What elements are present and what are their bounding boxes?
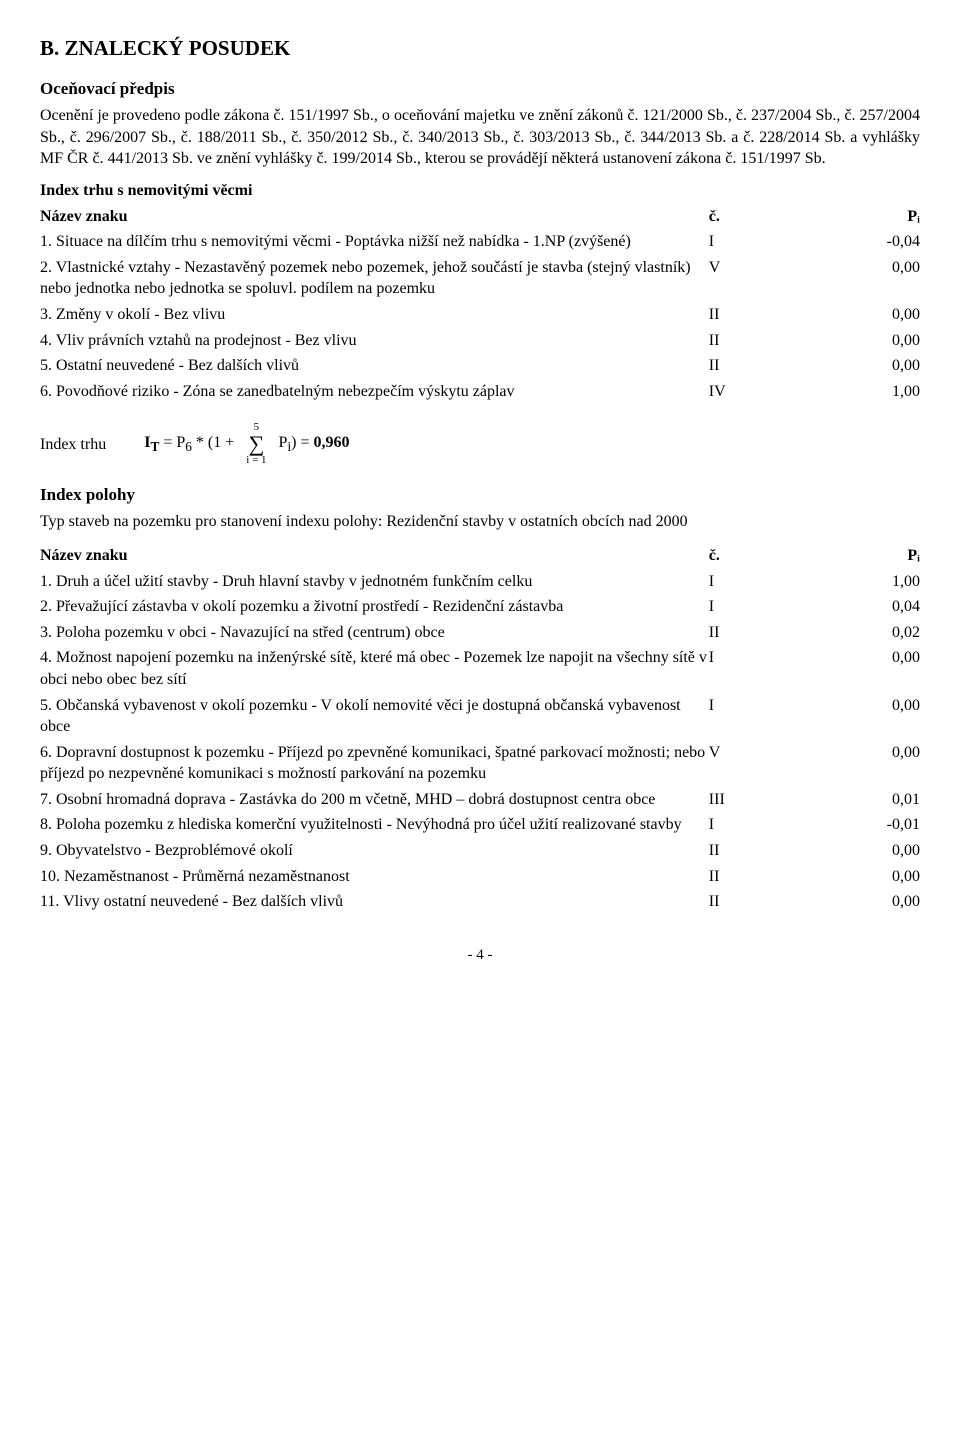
cell-p: 0,01 [797,787,920,813]
table-row: 3. Poloha pozemku v obci - Navazující na… [40,620,920,646]
formula-sub: T [150,440,159,455]
cell-c: IV [709,379,797,405]
cell-text: 7. Osobní hromadná doprava - Zastávka do… [40,787,709,813]
sigma-glyph: ∑ [249,433,265,455]
cell-text: 6. Dopravní dostupnost k pozemku - Příje… [40,740,709,787]
cell-p: 0,00 [797,353,920,379]
cell-c: II [709,328,797,354]
table-row: 4. Možnost napojení pozemku na inženýrsk… [40,645,920,692]
col-p: Pᵢ [797,204,920,230]
cell-text: 4. Vliv právních vztahů na prodejnost - … [40,328,709,354]
cell-text: 10. Nezaměstnanost - Průměrná nezaměstna… [40,864,709,890]
page-number: - 4 - [40,945,920,965]
table-row: 7. Osobní hromadná doprava - Zastávka do… [40,787,920,813]
cell-c: II [709,889,797,915]
cell-p: 0,02 [797,620,920,646]
table-row: 9. Obyvatelstvo - Bezproblémové okolí II… [40,838,920,864]
table-index-trhu: Název znaku č. Pᵢ 1. Situace na dílčím t… [40,204,920,405]
table-index-polohy: Název znaku č. Pᵢ 1. Druh a účel užití s… [40,543,920,915]
formula-result: 0,960 [314,434,350,451]
cell-p: 0,00 [797,328,920,354]
cell-c: I [709,693,797,740]
cell-text: 2. Převažující zástavba v okolí pozemku … [40,594,709,620]
col-p: Pᵢ [797,543,920,569]
cell-text: 1. Druh a účel užití stavby - Druh hlavn… [40,569,709,595]
cell-c: I [709,645,797,692]
cell-c: II [709,838,797,864]
formula-label: Index trhu [40,434,106,456]
col-c: č. [709,204,797,230]
intro-paragraph: Ocenění je provedeno podle zákona č. 151… [40,105,920,170]
formula-tail: Pi) = 0,960 [279,432,350,456]
cell-p: 1,00 [797,569,920,595]
formula-sub: 6 [185,440,192,455]
cell-p: 0,00 [797,838,920,864]
formula-part: * (1 + [192,434,234,451]
cell-c: I [709,594,797,620]
col-nazev: Název znaku [40,543,709,569]
cell-p: 1,00 [797,379,920,405]
cell-text: 4. Možnost napojení pozemku na inženýrsk… [40,645,709,692]
cell-p: -0,04 [797,229,920,255]
cell-text: 3. Poloha pozemku v obci - Navazující na… [40,620,709,646]
table-row: 1. Situace na dílčím trhu s nemovitými v… [40,229,920,255]
formula-part: ) = [291,434,313,451]
table-row: 6. Povodňové riziko - Zóna se zanedbatel… [40,379,920,405]
cell-c: I [709,812,797,838]
cell-p: 0,00 [797,255,920,302]
formula-index-trhu: Index trhu IT = P6 * (1 + 5 ∑ i = 1 Pi) … [40,422,920,466]
cell-c: II [709,620,797,646]
table-row: 5. Ostatní neuvedené - Bez dalších vlivů… [40,353,920,379]
table-row: 11. Vlivy ostatní neuvedené - Bez dalšíc… [40,889,920,915]
cell-p: 0,00 [797,645,920,692]
subheading-index-trhu: Index trhu s nemovitými věcmi [40,180,920,202]
formula-body: IT = P6 * (1 + [144,432,234,456]
cell-c: I [709,569,797,595]
cell-p: 0,00 [797,693,920,740]
subheading-predpis: Oceňovací předpis [40,78,920,101]
table-row: 5. Občanská vybavenost v okolí pozemku -… [40,693,920,740]
page-title: B. ZNALECKÝ POSUDEK [40,34,920,62]
cell-c: II [709,302,797,328]
table-header-row: Název znaku č. Pᵢ [40,204,920,230]
cell-p: 0,00 [797,740,920,787]
cell-p: -0,01 [797,812,920,838]
col-nazev: Název znaku [40,204,709,230]
table-row: 3. Změny v okolí - Bez vlivu II 0,00 [40,302,920,328]
table-header-row: Název znaku č. Pᵢ [40,543,920,569]
cell-p: 0,04 [797,594,920,620]
table-row: 6. Dopravní dostupnost k pozemku - Příje… [40,740,920,787]
cell-text: 2. Vlastnické vztahy - Nezastavěný pozem… [40,255,709,302]
cell-c: III [709,787,797,813]
cell-text: 11. Vlivy ostatní neuvedené - Bez dalšíc… [40,889,709,915]
table-row: 2. Vlastnické vztahy - Nezastavěný pozem… [40,255,920,302]
cell-c: I [709,229,797,255]
cell-text: 9. Obyvatelstvo - Bezproblémové okolí [40,838,709,864]
sigma-icon: 5 ∑ i = 1 [246,422,266,466]
table-row: 4. Vliv právních vztahů na prodejnost - … [40,328,920,354]
sum-lower: i = 1 [246,455,266,466]
cell-text: 3. Změny v okolí - Bez vlivu [40,302,709,328]
cell-p: 0,00 [797,302,920,328]
cell-text: 8. Poloha pozemku z hlediska komerční vy… [40,812,709,838]
cell-c: V [709,255,797,302]
cell-p: 0,00 [797,864,920,890]
cell-c: V [709,740,797,787]
cell-c: II [709,864,797,890]
cell-text: 5. Občanská vybavenost v okolí pozemku -… [40,693,709,740]
cell-text: 1. Situace na dílčím trhu s nemovitými v… [40,229,709,255]
table-row: 1. Druh a účel užití stavby - Druh hlavn… [40,569,920,595]
index-polohy-note: Typ staveb na pozemku pro stanovení inde… [40,511,920,533]
cell-p: 0,00 [797,889,920,915]
formula-part: = P [159,434,185,451]
table-row: 8. Poloha pozemku z hlediska komerční vy… [40,812,920,838]
col-c: č. [709,543,797,569]
cell-text: 5. Ostatní neuvedené - Bez dalších vlivů [40,353,709,379]
cell-text: 6. Povodňové riziko - Zóna se zanedbatel… [40,379,709,405]
cell-c: II [709,353,797,379]
table-row: 2. Převažující zástavba v okolí pozemku … [40,594,920,620]
subheading-index-polohy: Index polohy [40,484,920,507]
table-row: 10. Nezaměstnanost - Průměrná nezaměstna… [40,864,920,890]
